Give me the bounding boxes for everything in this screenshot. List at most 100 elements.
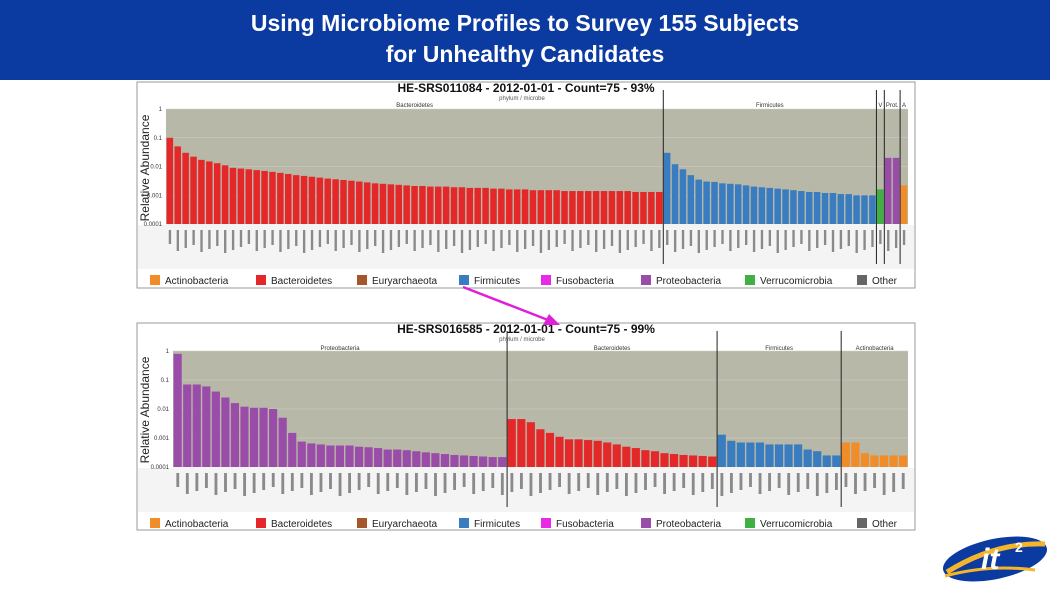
chart1-bar: [411, 185, 418, 224]
chart1-xtick-label: [831, 230, 835, 252]
chart1-xtick-label: [287, 230, 290, 249]
chart1-bar: [182, 152, 189, 224]
chart1-bar: [253, 170, 260, 224]
chart2-group-label: Actinobacteria: [856, 346, 895, 352]
chart2-xtick-label: [414, 473, 418, 492]
chart1-bar: [719, 183, 726, 224]
chart1-bar: [632, 191, 639, 224]
chart1-xtick-label: [200, 230, 203, 252]
chart1-bar: [569, 191, 576, 224]
chart2-legend-swatch: [459, 518, 469, 528]
chart1-bar: [813, 191, 821, 224]
chart1-xtick-label: [397, 230, 401, 247]
chart2-xtick-label: [682, 473, 686, 488]
chart1-xtick-label: [705, 230, 708, 250]
chart1-bar: [513, 189, 521, 224]
chart2-xtick-label: [701, 473, 705, 492]
chart2-xtick-label: [739, 473, 743, 490]
chart1-bar: [703, 181, 710, 224]
chart2-bar: [574, 439, 583, 467]
chart1-bar: [877, 189, 884, 224]
chart1-bar: [837, 194, 845, 224]
chart1-xtick-label: [563, 230, 566, 244]
chart1-bar: [521, 189, 529, 224]
chart1-xtick-label: [508, 230, 511, 245]
chart2-bar: [202, 386, 211, 467]
chart1-xtick-label: [847, 230, 850, 246]
chart2-xtick-label: [185, 473, 189, 494]
chart1-bar: [679, 169, 687, 224]
chart2-bar: [860, 453, 870, 467]
chart1-xtick-label: [673, 230, 677, 252]
chart1-bar: [269, 171, 276, 224]
chart2-xtick-label: [233, 473, 237, 489]
chart2-legend-swatch: [256, 518, 266, 528]
chart2-bar: [612, 444, 621, 467]
chart2-xtick-label: [424, 473, 428, 489]
chart1-bar: [671, 164, 679, 224]
chart1-bar: [340, 179, 347, 224]
chart1-bar: [584, 191, 592, 224]
chart1-xtick-label: [500, 230, 503, 248]
chart2-bar: [545, 432, 555, 467]
chart2-bar: [593, 440, 602, 467]
chart1-group-label: Bacteroidetes: [396, 103, 433, 109]
chart2-bar: [708, 456, 717, 467]
it2-logo-mark: it 2: [942, 536, 1048, 582]
chart2-xtick-label: [806, 473, 810, 489]
chart2-bar: [803, 449, 812, 467]
chart2-bar: [794, 444, 803, 467]
chart2-legend-swatch: [857, 518, 867, 528]
chart2-bar: [507, 419, 516, 467]
chart1-xtick-label: [413, 230, 416, 251]
chart1-bar: [285, 173, 292, 224]
chart2-xtick-label: [834, 473, 838, 490]
chart1-xtick-label: [855, 230, 858, 253]
chart2-bar: [765, 444, 774, 467]
chart2-xtick-label: [758, 473, 762, 494]
chart1-legend-swatch: [150, 275, 160, 285]
chart1-bar: [498, 188, 505, 224]
chart2-xtick-label: [252, 473, 256, 493]
chart2-legend-label: Other: [872, 519, 898, 530]
chart1-bar: [237, 168, 245, 224]
chart2-bar: [517, 419, 526, 467]
chart2-bar: [717, 434, 726, 467]
chart2-bar: [584, 440, 593, 467]
chart1-xtick-label: [263, 230, 266, 248]
chart2-xtick-label: [644, 473, 647, 490]
chart1-xtick-label: [168, 230, 172, 244]
chart1-legend-label: Fusobacteria: [556, 276, 614, 287]
it2-logo: it 2: [935, 530, 1050, 590]
chart2-xtick-label: [434, 473, 437, 496]
chart2-xtick-label: [462, 473, 466, 487]
chart2-legend-swatch: [641, 518, 651, 528]
chart2-bar: [841, 442, 850, 467]
chart2-bar: [240, 406, 249, 467]
chart1-xtick-label: [279, 230, 282, 252]
chart2-bar: [345, 445, 354, 467]
chart1-bar: [900, 185, 908, 224]
chart1-xtick-label: [729, 230, 732, 251]
chart2-xtick-label: [271, 473, 275, 487]
chart1-legend-label: Proteobacteria: [656, 276, 721, 287]
chart2-xtick-label: [300, 473, 304, 488]
chart1-bar: [363, 182, 371, 224]
chart2-xtick-label: [262, 473, 266, 490]
chart2-bar: [488, 457, 497, 467]
chart1-bar: [308, 176, 316, 224]
chart1-xtick-label: [887, 230, 890, 251]
chart1-legend-label: Euryarchaeota: [372, 276, 437, 287]
chart1-bar: [324, 178, 331, 224]
chart2-ytick-label: 0.01: [157, 407, 169, 413]
chart2-xtick-label: [720, 473, 724, 496]
chart1-bar: [782, 189, 789, 224]
chart1-group-label: V: [878, 103, 882, 109]
chart1-xtick-label: [760, 230, 764, 249]
chart1-xtick-label: [318, 230, 322, 247]
chart1-bar: [356, 181, 363, 224]
chart1-xtick-label: [295, 230, 298, 246]
chart2-xtick-label: [825, 473, 829, 493]
chart1-bar: [648, 191, 655, 224]
chart1-xtick-label: [239, 230, 243, 247]
